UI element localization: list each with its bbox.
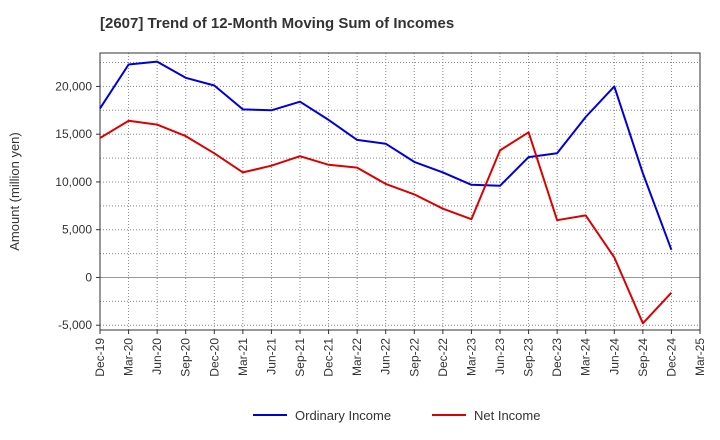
chart-title: [2607] Trend of 12-Month Moving Sum of I… (100, 15, 455, 32)
x-tick-label: Mar-21 (236, 338, 250, 376)
x-tick-label: Dec-20 (207, 338, 221, 377)
y-tick-label: 15,000 (55, 127, 92, 141)
x-tick-label: Sep-24 (636, 338, 650, 377)
x-tick-label: Dec-21 (322, 338, 336, 377)
x-tick-label: Dec-23 (550, 338, 564, 377)
series-lines (99, 60, 673, 325)
series-line-ordinary-income (99, 60, 673, 251)
tick-labels: -5,000 0 5,000 10,000 15,000 20,000 Dec-19 Mar-… (55, 79, 707, 376)
legend: Ordinary Income Net Income (253, 408, 540, 423)
x-tick-label: Mar-20 (122, 338, 136, 376)
x-tick-label: Mar-25 (693, 338, 707, 376)
axes (96, 52, 701, 334)
x-tick-label: Jun-24 (607, 338, 621, 375)
x-tick-label: Jun-23 (493, 338, 507, 375)
x-tick-label: Sep-22 (407, 338, 421, 377)
x-tick-label: Jun-21 (264, 338, 278, 375)
x-tick-label: Sep-23 (522, 338, 536, 377)
x-tick-label: Mar-22 (350, 338, 364, 376)
x-tick-label: Jun-20 (150, 338, 164, 375)
y-tick-label: 20,000 (55, 79, 92, 93)
y-axis-title: Amount (million yen) (7, 132, 22, 251)
series-line-net-income (99, 119, 673, 325)
x-tick-label: Mar-23 (464, 338, 478, 376)
x-tick-label: Sep-20 (179, 338, 193, 377)
x-tick-label: Sep-21 (293, 338, 307, 377)
plot-frame (99, 52, 701, 331)
x-tick-label: Dec-24 (664, 338, 678, 377)
x-tick-label: Mar-24 (579, 338, 593, 376)
x-tick-label: Dec-19 (93, 338, 107, 377)
y-tick-label: 0 (85, 270, 92, 284)
x-tick-label: Jun-22 (379, 338, 393, 375)
y-tick-label: -5,000 (58, 318, 92, 332)
y-tick-label: 5,000 (62, 223, 92, 237)
legend-label: Net Income (474, 408, 540, 423)
y-tick-label: 10,000 (55, 175, 92, 189)
legend-label: Ordinary Income (295, 408, 391, 423)
grid-lines (100, 53, 700, 330)
x-tick-label: Dec-22 (436, 338, 450, 377)
